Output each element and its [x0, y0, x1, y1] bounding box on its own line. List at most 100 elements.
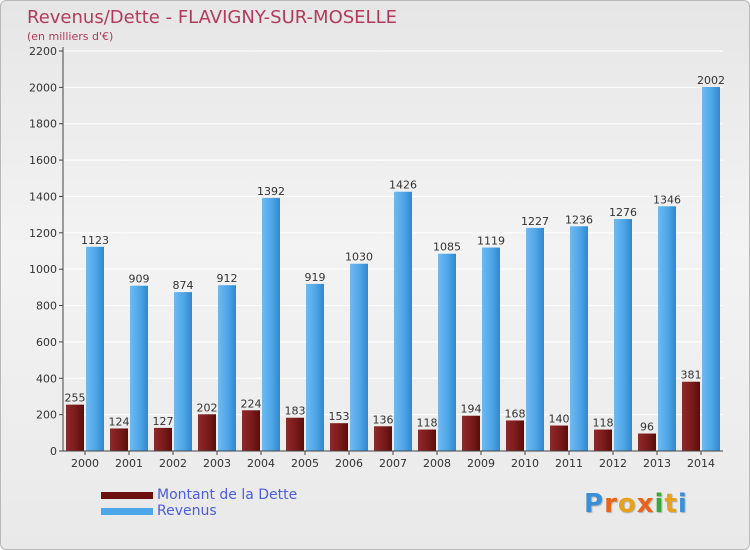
y-tick-label: 200 [36, 409, 57, 422]
legend-swatch-revenue [101, 507, 153, 515]
data-label-revenue: 909 [129, 273, 150, 286]
bar-debt [242, 410, 260, 451]
x-tick-label: 2011 [555, 457, 583, 470]
x-tick-label: 2009 [467, 457, 495, 470]
data-label-debt: 118 [417, 417, 438, 430]
x-tick-label: 2008 [423, 457, 451, 470]
bar-debt [418, 429, 436, 451]
chart-subtitle: (en milliers d'€) [27, 30, 114, 43]
bar-debt [594, 429, 612, 451]
bar-debt [286, 417, 304, 451]
data-label-revenue: 1123 [81, 234, 109, 247]
x-tick-label: 2013 [643, 457, 671, 470]
bar-debt [462, 415, 480, 451]
data-label-debt: 202 [197, 401, 218, 414]
data-label-revenue: 1276 [609, 206, 637, 219]
logo-letter: i [654, 489, 665, 519]
y-tick-label: 0 [50, 445, 57, 458]
bar-revenue [86, 246, 104, 451]
x-tick-label: 2005 [291, 457, 319, 470]
data-label-revenue: 2002 [697, 74, 725, 87]
y-tick-label: 1200 [29, 227, 57, 240]
data-label-revenue: 1426 [389, 179, 417, 192]
x-tick-label: 2007 [379, 457, 407, 470]
logo-letter: t [664, 489, 678, 519]
bar-revenue [438, 253, 456, 451]
legend-label-revenue: Revenus [157, 503, 217, 519]
data-label-debt: 224 [241, 397, 262, 410]
x-tick-label: 2014 [687, 457, 715, 470]
bar-revenue [394, 191, 412, 451]
y-tick-label: 800 [36, 300, 57, 313]
bar-debt [506, 420, 524, 451]
data-label-revenue: 1227 [521, 215, 549, 228]
data-label-debt: 153 [329, 410, 350, 423]
bar-debt [638, 433, 656, 451]
y-tick-label: 1000 [29, 263, 57, 276]
logo-letter: i [677, 489, 688, 519]
x-tick-label: 2003 [203, 457, 231, 470]
data-label-revenue: 919 [305, 271, 326, 284]
x-tick-label: 2012 [599, 457, 627, 470]
bar-revenue [570, 226, 588, 451]
data-label-debt: 127 [153, 415, 174, 428]
y-tick-label: 600 [36, 336, 57, 349]
data-label-debt: 183 [285, 405, 306, 418]
bar-revenue [350, 263, 368, 451]
legend: Montant de la Dette Revenus [101, 487, 297, 519]
y-tick-label: 2200 [29, 45, 57, 58]
legend-swatch-debt [101, 491, 153, 499]
bar-debt [154, 427, 172, 451]
bar-debt [550, 425, 568, 451]
logo-letter: o [617, 489, 637, 519]
legend-item-debt: Montant de la Dette [101, 487, 297, 503]
y-tick-label: 1400 [29, 190, 57, 203]
y-tick-label: 1800 [29, 118, 57, 131]
data-label-debt: 381 [681, 369, 702, 382]
data-label-revenue: 1392 [257, 185, 285, 198]
bar-debt [198, 414, 216, 451]
bar-revenue [218, 285, 236, 451]
y-tick-label: 2000 [29, 81, 57, 94]
data-label-debt: 124 [109, 415, 130, 428]
data-label-debt: 194 [461, 403, 482, 416]
bar-revenue [262, 197, 280, 451]
x-tick-label: 2010 [511, 457, 539, 470]
bar-revenue [306, 283, 324, 451]
data-label-debt: 136 [373, 413, 394, 426]
x-tick-label: 2004 [247, 457, 275, 470]
x-tick-label: 2000 [71, 457, 99, 470]
data-label-debt: 255 [65, 392, 86, 405]
data-label-debt: 140 [549, 413, 570, 426]
data-label-debt: 96 [640, 421, 654, 434]
data-label-debt: 118 [593, 417, 614, 430]
data-label-revenue: 1346 [653, 193, 681, 206]
x-tick-label: 2002 [159, 457, 187, 470]
bar-revenue [658, 206, 676, 451]
data-label-revenue: 1119 [477, 235, 505, 248]
bar-debt [330, 423, 348, 451]
data-label-revenue: 912 [217, 272, 238, 285]
proxiti-logo: Proxiti [584, 489, 688, 519]
bar-revenue [702, 87, 720, 451]
bar-revenue [482, 247, 500, 451]
bar-debt [66, 404, 84, 451]
data-label-revenue: 1085 [433, 241, 461, 254]
chart-title: Revenus/Dette - FLAVIGNY-SUR-MOSELLE [27, 7, 397, 28]
bar-debt [682, 381, 700, 451]
data-label-revenue: 874 [173, 279, 194, 292]
legend-label-debt: Montant de la Dette [157, 487, 298, 503]
bar-revenue [526, 227, 544, 451]
bar-debt [374, 426, 392, 451]
bar-revenue [614, 219, 632, 451]
bar-revenue [174, 292, 192, 451]
bar-revenue [130, 285, 148, 451]
data-label-debt: 168 [505, 407, 526, 420]
bar-debt [110, 428, 128, 451]
y-tick-label: 1600 [29, 154, 57, 167]
logo-letter: P [584, 489, 605, 519]
data-label-revenue: 1236 [565, 213, 593, 226]
x-tick-label: 2001 [115, 457, 143, 470]
